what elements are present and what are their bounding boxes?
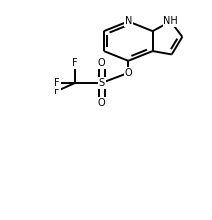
Text: O: O: [98, 98, 106, 108]
Text: N: N: [125, 16, 132, 26]
Text: F: F: [54, 78, 60, 88]
Text: NH: NH: [163, 16, 178, 26]
Text: F: F: [73, 58, 78, 68]
Text: F: F: [54, 86, 60, 96]
Text: O: O: [124, 68, 132, 78]
Text: S: S: [99, 78, 105, 88]
Text: O: O: [98, 58, 106, 68]
